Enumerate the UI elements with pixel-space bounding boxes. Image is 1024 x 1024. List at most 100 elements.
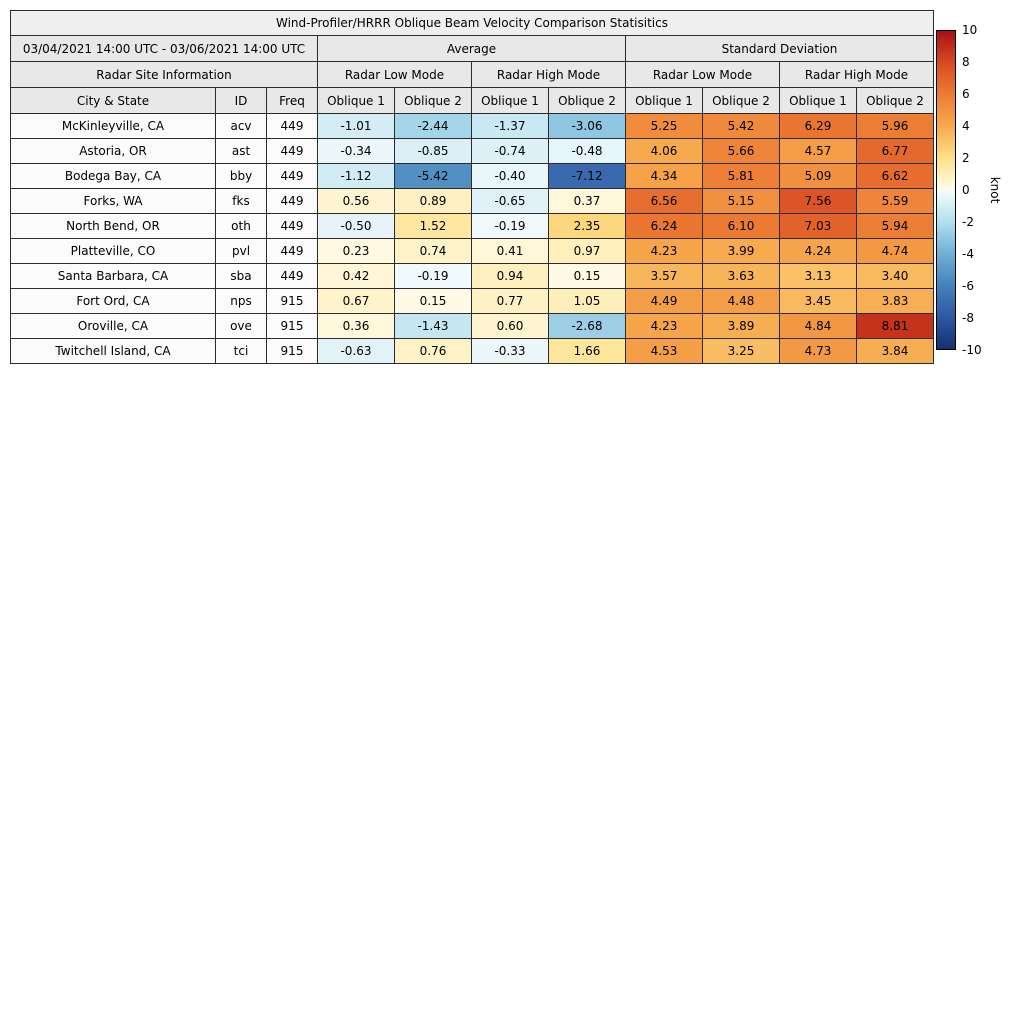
colorbar-tick-label: 10 bbox=[962, 23, 978, 37]
value-cell: -3.06 bbox=[548, 113, 626, 139]
mode-header-row: Radar Site Information Radar Low Mode Ra… bbox=[10, 61, 934, 88]
value-cell: 0.89 bbox=[394, 188, 472, 214]
value-cell: 4.23 bbox=[625, 238, 703, 264]
table-row: Fort Ord, CA nps 915 0.67 0.15 0.77 1.05 4.49 4.… bbox=[10, 288, 934, 314]
value-cell: -1.43 bbox=[394, 313, 472, 339]
value-cell: 1.52 bbox=[394, 213, 472, 239]
value-cell: 2.35 bbox=[548, 213, 626, 239]
table-body: McKinleyville, CA acv 449 -1.01 -2.44 -1.37 -3… bbox=[10, 113, 934, 364]
value-cell: -1.12 bbox=[317, 163, 395, 189]
value-cell: 0.94 bbox=[471, 263, 549, 289]
stddev-group-header: Standard Deviation bbox=[625, 35, 934, 62]
freq-cell: 449 bbox=[266, 138, 318, 164]
city-cell: Bodega Bay, CA bbox=[10, 163, 216, 189]
colorbar-gradient bbox=[936, 30, 956, 350]
column-header-oblique: Oblique 2 bbox=[702, 87, 780, 114]
site-id-cell: bby bbox=[215, 163, 267, 189]
value-cell: -0.50 bbox=[317, 213, 395, 239]
value-cell: 4.06 bbox=[625, 138, 703, 164]
site-id-cell: tci bbox=[215, 338, 267, 364]
period-header: 03/04/2021 14:00 UTC - 03/06/2021 14:00 … bbox=[10, 35, 318, 62]
table-row: Twitchell Island, CA tci 915 -0.63 0.76 -0.33… bbox=[10, 338, 934, 364]
table-title: Wind-Profiler/HRRR Oblique Beam Velocity… bbox=[10, 10, 934, 36]
value-cell: -2.44 bbox=[394, 113, 472, 139]
value-cell: 5.42 bbox=[702, 113, 780, 139]
value-cell: 3.63 bbox=[702, 263, 780, 289]
colorbar-ticks: 10 8 6 4 2 0 -2 -4 -6 -8 -10 bbox=[962, 24, 992, 356]
average-group-header: Average bbox=[317, 35, 626, 62]
group-header-row: 03/04/2021 14:00 UTC - 03/06/2021 14:00 … bbox=[10, 35, 934, 62]
freq-cell: 449 bbox=[266, 263, 318, 289]
colorbar-tick-label: 6 bbox=[962, 87, 970, 101]
table-row: McKinleyville, CA acv 449 -1.01 -2.44 -1.37 -3… bbox=[10, 113, 934, 139]
value-cell: 5.81 bbox=[702, 163, 780, 189]
std-low-mode-header: Radar Low Mode bbox=[625, 61, 780, 88]
value-cell: 4.23 bbox=[625, 313, 703, 339]
colorbar-tick-label: 4 bbox=[962, 119, 970, 133]
value-cell: 5.66 bbox=[702, 138, 780, 164]
column-header-freq: Freq bbox=[266, 87, 318, 114]
value-cell: 6.29 bbox=[779, 113, 857, 139]
value-cell: -1.37 bbox=[471, 113, 549, 139]
value-cell: -0.33 bbox=[471, 338, 549, 364]
colorbar-tick-label: 2 bbox=[962, 151, 970, 165]
avg-high-mode-header: Radar High Mode bbox=[471, 61, 626, 88]
column-header-city: City & State bbox=[10, 87, 216, 114]
title-row: Wind-Profiler/HRRR Oblique Beam Velocity… bbox=[10, 10, 934, 36]
value-cell: 0.60 bbox=[471, 313, 549, 339]
value-cell: 3.25 bbox=[702, 338, 780, 364]
colorbar-tick-label: -6 bbox=[962, 279, 974, 293]
avg-low-mode-header: Radar Low Mode bbox=[317, 61, 472, 88]
column-header-oblique: Oblique 1 bbox=[779, 87, 857, 114]
value-cell: 6.24 bbox=[625, 213, 703, 239]
site-id-cell: pvl bbox=[215, 238, 267, 264]
value-cell: 3.84 bbox=[856, 338, 934, 364]
site-info-header: Radar Site Information bbox=[10, 61, 318, 88]
freq-cell: 449 bbox=[266, 163, 318, 189]
table-row: North Bend, OR oth 449 -0.50 1.52 -0.19 2.35 6.… bbox=[10, 213, 934, 239]
colorbar-tick-label: -2 bbox=[962, 215, 974, 229]
colorbar-tick-label: 0 bbox=[962, 183, 970, 197]
city-cell: Forks, WA bbox=[10, 188, 216, 214]
site-id-cell: ove bbox=[215, 313, 267, 339]
table-row: Bodega Bay, CA bby 449 -1.12 -5.42 -0.40 -7.12… bbox=[10, 163, 934, 189]
site-id-cell: nps bbox=[215, 288, 267, 314]
value-cell: -7.12 bbox=[548, 163, 626, 189]
colorbar-tick-label: -4 bbox=[962, 247, 974, 261]
value-cell: 6.77 bbox=[856, 138, 934, 164]
value-cell: 5.09 bbox=[779, 163, 857, 189]
column-header-oblique: Oblique 1 bbox=[625, 87, 703, 114]
value-cell: -0.63 bbox=[317, 338, 395, 364]
value-cell: -1.01 bbox=[317, 113, 395, 139]
value-cell: 0.15 bbox=[548, 263, 626, 289]
value-cell: -0.65 bbox=[471, 188, 549, 214]
colorbar-tick-label: 8 bbox=[962, 55, 970, 69]
value-cell: 4.49 bbox=[625, 288, 703, 314]
value-cell: 7.56 bbox=[779, 188, 857, 214]
value-cell: -0.74 bbox=[471, 138, 549, 164]
value-cell: 5.25 bbox=[625, 113, 703, 139]
value-cell: 5.94 bbox=[856, 213, 934, 239]
column-header-oblique: Oblique 1 bbox=[471, 87, 549, 114]
value-cell: 0.67 bbox=[317, 288, 395, 314]
value-cell: 4.53 bbox=[625, 338, 703, 364]
table-header: Wind-Profiler/HRRR Oblique Beam Velocity… bbox=[10, 10, 934, 114]
city-cell: Twitchell Island, CA bbox=[10, 338, 216, 364]
value-cell: 3.99 bbox=[702, 238, 780, 264]
city-cell: McKinleyville, CA bbox=[10, 113, 216, 139]
value-cell: 0.56 bbox=[317, 188, 395, 214]
value-cell: 3.40 bbox=[856, 263, 934, 289]
site-id-cell: oth bbox=[215, 213, 267, 239]
freq-cell: 915 bbox=[266, 288, 318, 314]
value-cell: 0.76 bbox=[394, 338, 472, 364]
value-cell: 0.23 bbox=[317, 238, 395, 264]
colorbar-tick-label: -10 bbox=[962, 343, 982, 357]
value-cell: 6.62 bbox=[856, 163, 934, 189]
freq-cell: 449 bbox=[266, 188, 318, 214]
site-id-cell: ast bbox=[215, 138, 267, 164]
value-cell: -0.19 bbox=[471, 213, 549, 239]
colorbar-label: knot bbox=[988, 176, 1002, 204]
value-cell: -0.40 bbox=[471, 163, 549, 189]
value-cell: 4.74 bbox=[856, 238, 934, 264]
value-cell: -0.48 bbox=[548, 138, 626, 164]
